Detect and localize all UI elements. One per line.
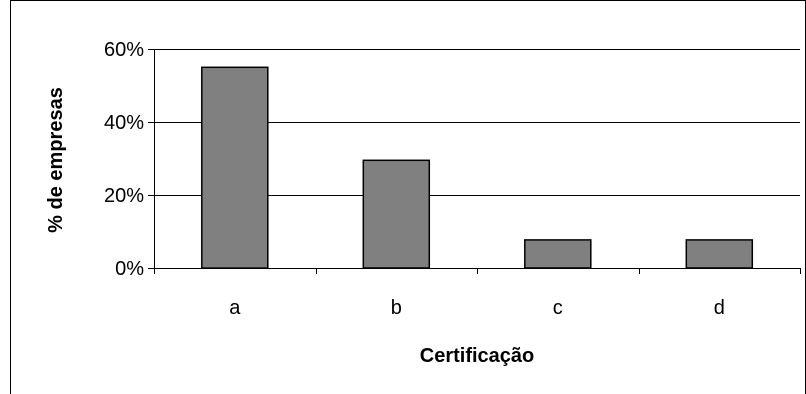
x-axis-title: Certificação xyxy=(420,345,535,367)
y-tick-labels: 0% 20% 40% 60% xyxy=(104,39,144,280)
x-tick-label: a xyxy=(229,297,241,319)
axes xyxy=(148,49,801,274)
x-tick-label: b xyxy=(391,297,402,319)
x-tick-label: c xyxy=(553,297,563,319)
y-tick-label: 0% xyxy=(115,258,144,280)
x-tick-label: d xyxy=(714,297,725,319)
bar-c xyxy=(524,239,592,269)
y-axis-title: % de empresas xyxy=(45,87,67,233)
bar-d xyxy=(685,239,754,269)
y-tick-label: 40% xyxy=(104,112,144,134)
x-tick-labels: a b c d xyxy=(229,297,725,319)
y-tick-label: 20% xyxy=(104,185,144,207)
bar-b xyxy=(362,159,431,269)
bars xyxy=(201,66,754,269)
bar-a xyxy=(201,66,269,269)
y-tick-label: 60% xyxy=(104,39,144,61)
